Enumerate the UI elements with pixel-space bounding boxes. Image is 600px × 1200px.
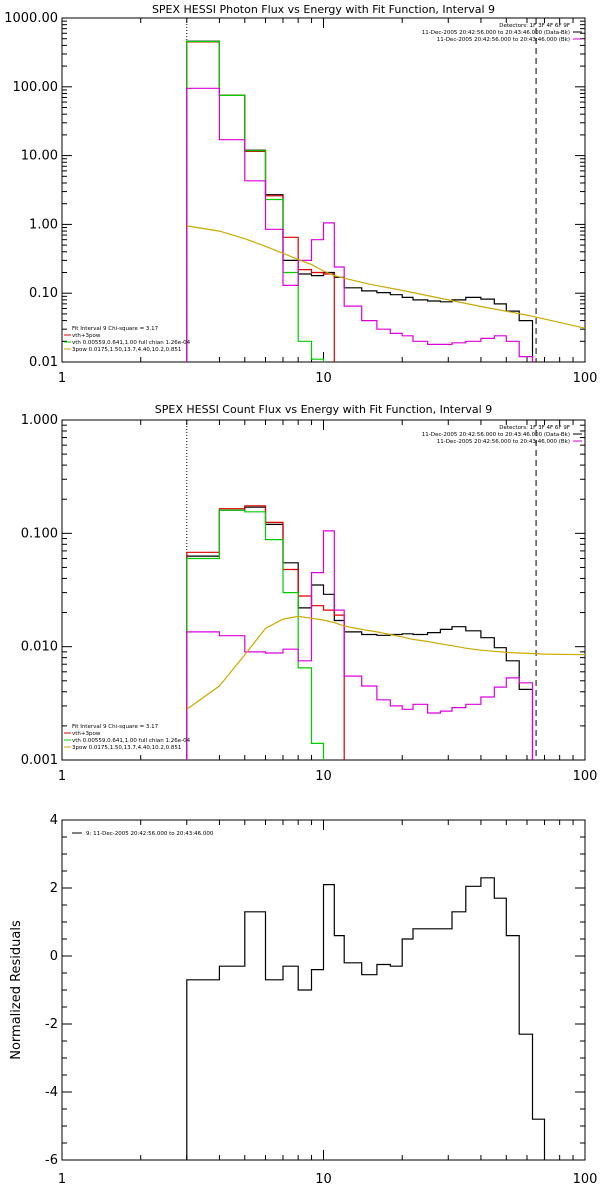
y-tick-label: 0.001 [21,753,58,768]
x-tick-label: 1 [58,1172,66,1187]
legend-text: vth+3pow [72,731,101,737]
y-tick-label: 0.01 [29,355,58,370]
legend-text: 11-Dec-2005 20:42:56.000 to 20:43:46.000… [437,37,570,43]
y-tick-label: 1.00 [29,217,58,232]
y-tick-label: 10.00 [21,149,58,164]
legend-text: Detectors: 1F 3F 4F 6F 9F [499,425,570,431]
count-flux-panel: SPEX HESSI Count Flux vs Energy with Fit… [21,403,598,784]
y-tick-label: -6 [45,1153,58,1168]
legend-text: 11-Dec-2005 20:42:56.000 to 20:43:46.000… [437,439,570,445]
series-1-line [186,41,335,362]
series-3-line [186,530,534,760]
y-tick-label: 1.000 [21,413,58,428]
x-tick-label: 100 [573,1172,598,1187]
y-tick-label: 2 [50,881,58,896]
legend-text: vth 0.00559,0.641,1.00 full chian 1.26e-… [72,340,191,346]
y-tick-label: 0.100 [21,526,58,541]
plot-frame [61,819,586,1161]
legend-text: vth 0.00559,0.641,1.00 full chian 1.26e-… [72,738,191,744]
series-0-line [186,40,534,362]
legend-text: 3pow 0.0175,1.50,13.7,4.40,10.2,0.851 [72,347,181,353]
y-tick-label: -2 [45,1017,58,1032]
x-tick-label: 10 [315,769,332,784]
legend-text: Detectors: 1F 3F 4F 6F 9F [499,23,570,29]
y-axis-label: Normalized Residuals [9,920,24,1060]
series-4-line [186,225,585,329]
legend-text: 11-Dec-2005 20:42:56.000 to 20:43:46.000… [422,30,570,36]
x-tick-label: 10 [315,371,332,386]
x-tick-label: 1 [58,769,66,784]
y-tick-label: -4 [45,1085,58,1100]
y-tick-label: 0 [50,949,58,964]
series-0-line [186,877,546,1160]
chart-title: SPEX HESSI Photon Flux vs Energy with Fi… [152,3,495,16]
series-0-line [186,506,534,760]
legend-text: Fit Interval 9 Chi-square = 3.17 [72,326,159,332]
y-tick-label: 4 [50,813,58,828]
series-4-line [186,615,585,710]
residuals-panel: 1 10 100 -6 -4 -2 0 2 4 Normalized Residuals 9: 11… [9,813,597,1187]
x-tick-label: 1 [58,371,66,386]
x-tick-label: 100 [573,371,598,386]
y-tick-label: 100.00 [13,80,59,95]
x-tick-label: 100 [573,769,598,784]
x-tick-label: 10 [315,1172,332,1187]
photon-flux-panel: SPEX HESSI Photon Flux vs Energy with Fi… [4,3,597,386]
legend-text: Fit Interval 9 Chi-square = 3.17 [72,724,159,730]
legend-text: vth+3pow [72,333,101,339]
legend-text: 11-Dec-2005 20:42:56.000 to 20:43:46.000… [422,432,570,438]
y-tick-label: 0.010 [21,640,58,655]
series-1-line [186,505,345,760]
legend-text: 9: 11-Dec-2005 20:42:56.000 to 20:43:46.… [86,831,214,837]
series-2-line [186,509,325,760]
y-tick-label: 0.10 [29,286,58,301]
y-tick-label: 1000.00 [4,11,58,26]
series-3-line [186,87,534,362]
series-2-line [186,40,325,362]
chart-title: SPEX HESSI Count Flux vs Energy with Fit… [155,403,492,416]
legend-text: 3pow 0.0175,1.50,13.7,4.40,10.2,0.851 [72,745,181,751]
